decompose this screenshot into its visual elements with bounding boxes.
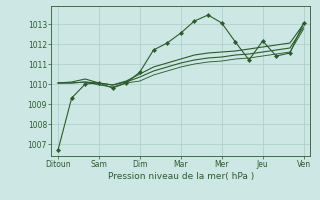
X-axis label: Pression niveau de la mer( hPa ): Pression niveau de la mer( hPa ) [108,172,254,181]
